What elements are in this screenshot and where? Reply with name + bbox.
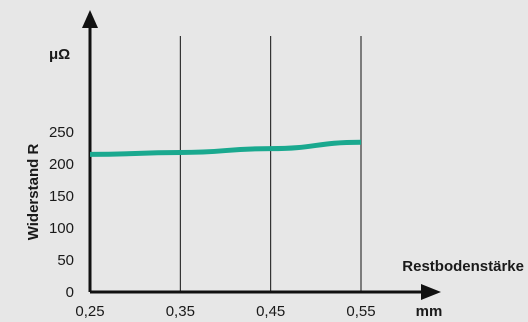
x-axis-arrow-icon	[421, 284, 441, 300]
y-axis-arrow-icon	[82, 10, 98, 28]
tick-labels: 0 50 100 150 200 250 0,25 0,35 0,45 0,55	[49, 124, 376, 320]
y-axis-unit-label: μΩ	[49, 46, 70, 63]
y-tick-label: 50	[57, 252, 74, 269]
x-tick-label: 0,45	[256, 303, 285, 320]
y-tick-label: 0	[66, 284, 74, 301]
y-tick-label: 200	[49, 156, 74, 173]
x-axis-unit-label: mm	[416, 303, 443, 320]
vertical-gridlines	[179, 36, 362, 292]
y-tick-label: 250	[49, 124, 74, 141]
y-tick-label: 100	[49, 220, 74, 237]
series-layer	[89, 139, 362, 157]
y-tick-label: 150	[49, 188, 74, 205]
x-tick-label: 0,55	[346, 303, 375, 320]
x-axis-label: Restbodenstärke	[402, 258, 524, 275]
x-tick-label: 0,25	[75, 303, 104, 320]
y-axis-label: Widerstand R	[25, 144, 42, 241]
axes	[82, 10, 441, 300]
series-line	[89, 139, 362, 157]
x-tick-label: 0,35	[166, 303, 195, 320]
